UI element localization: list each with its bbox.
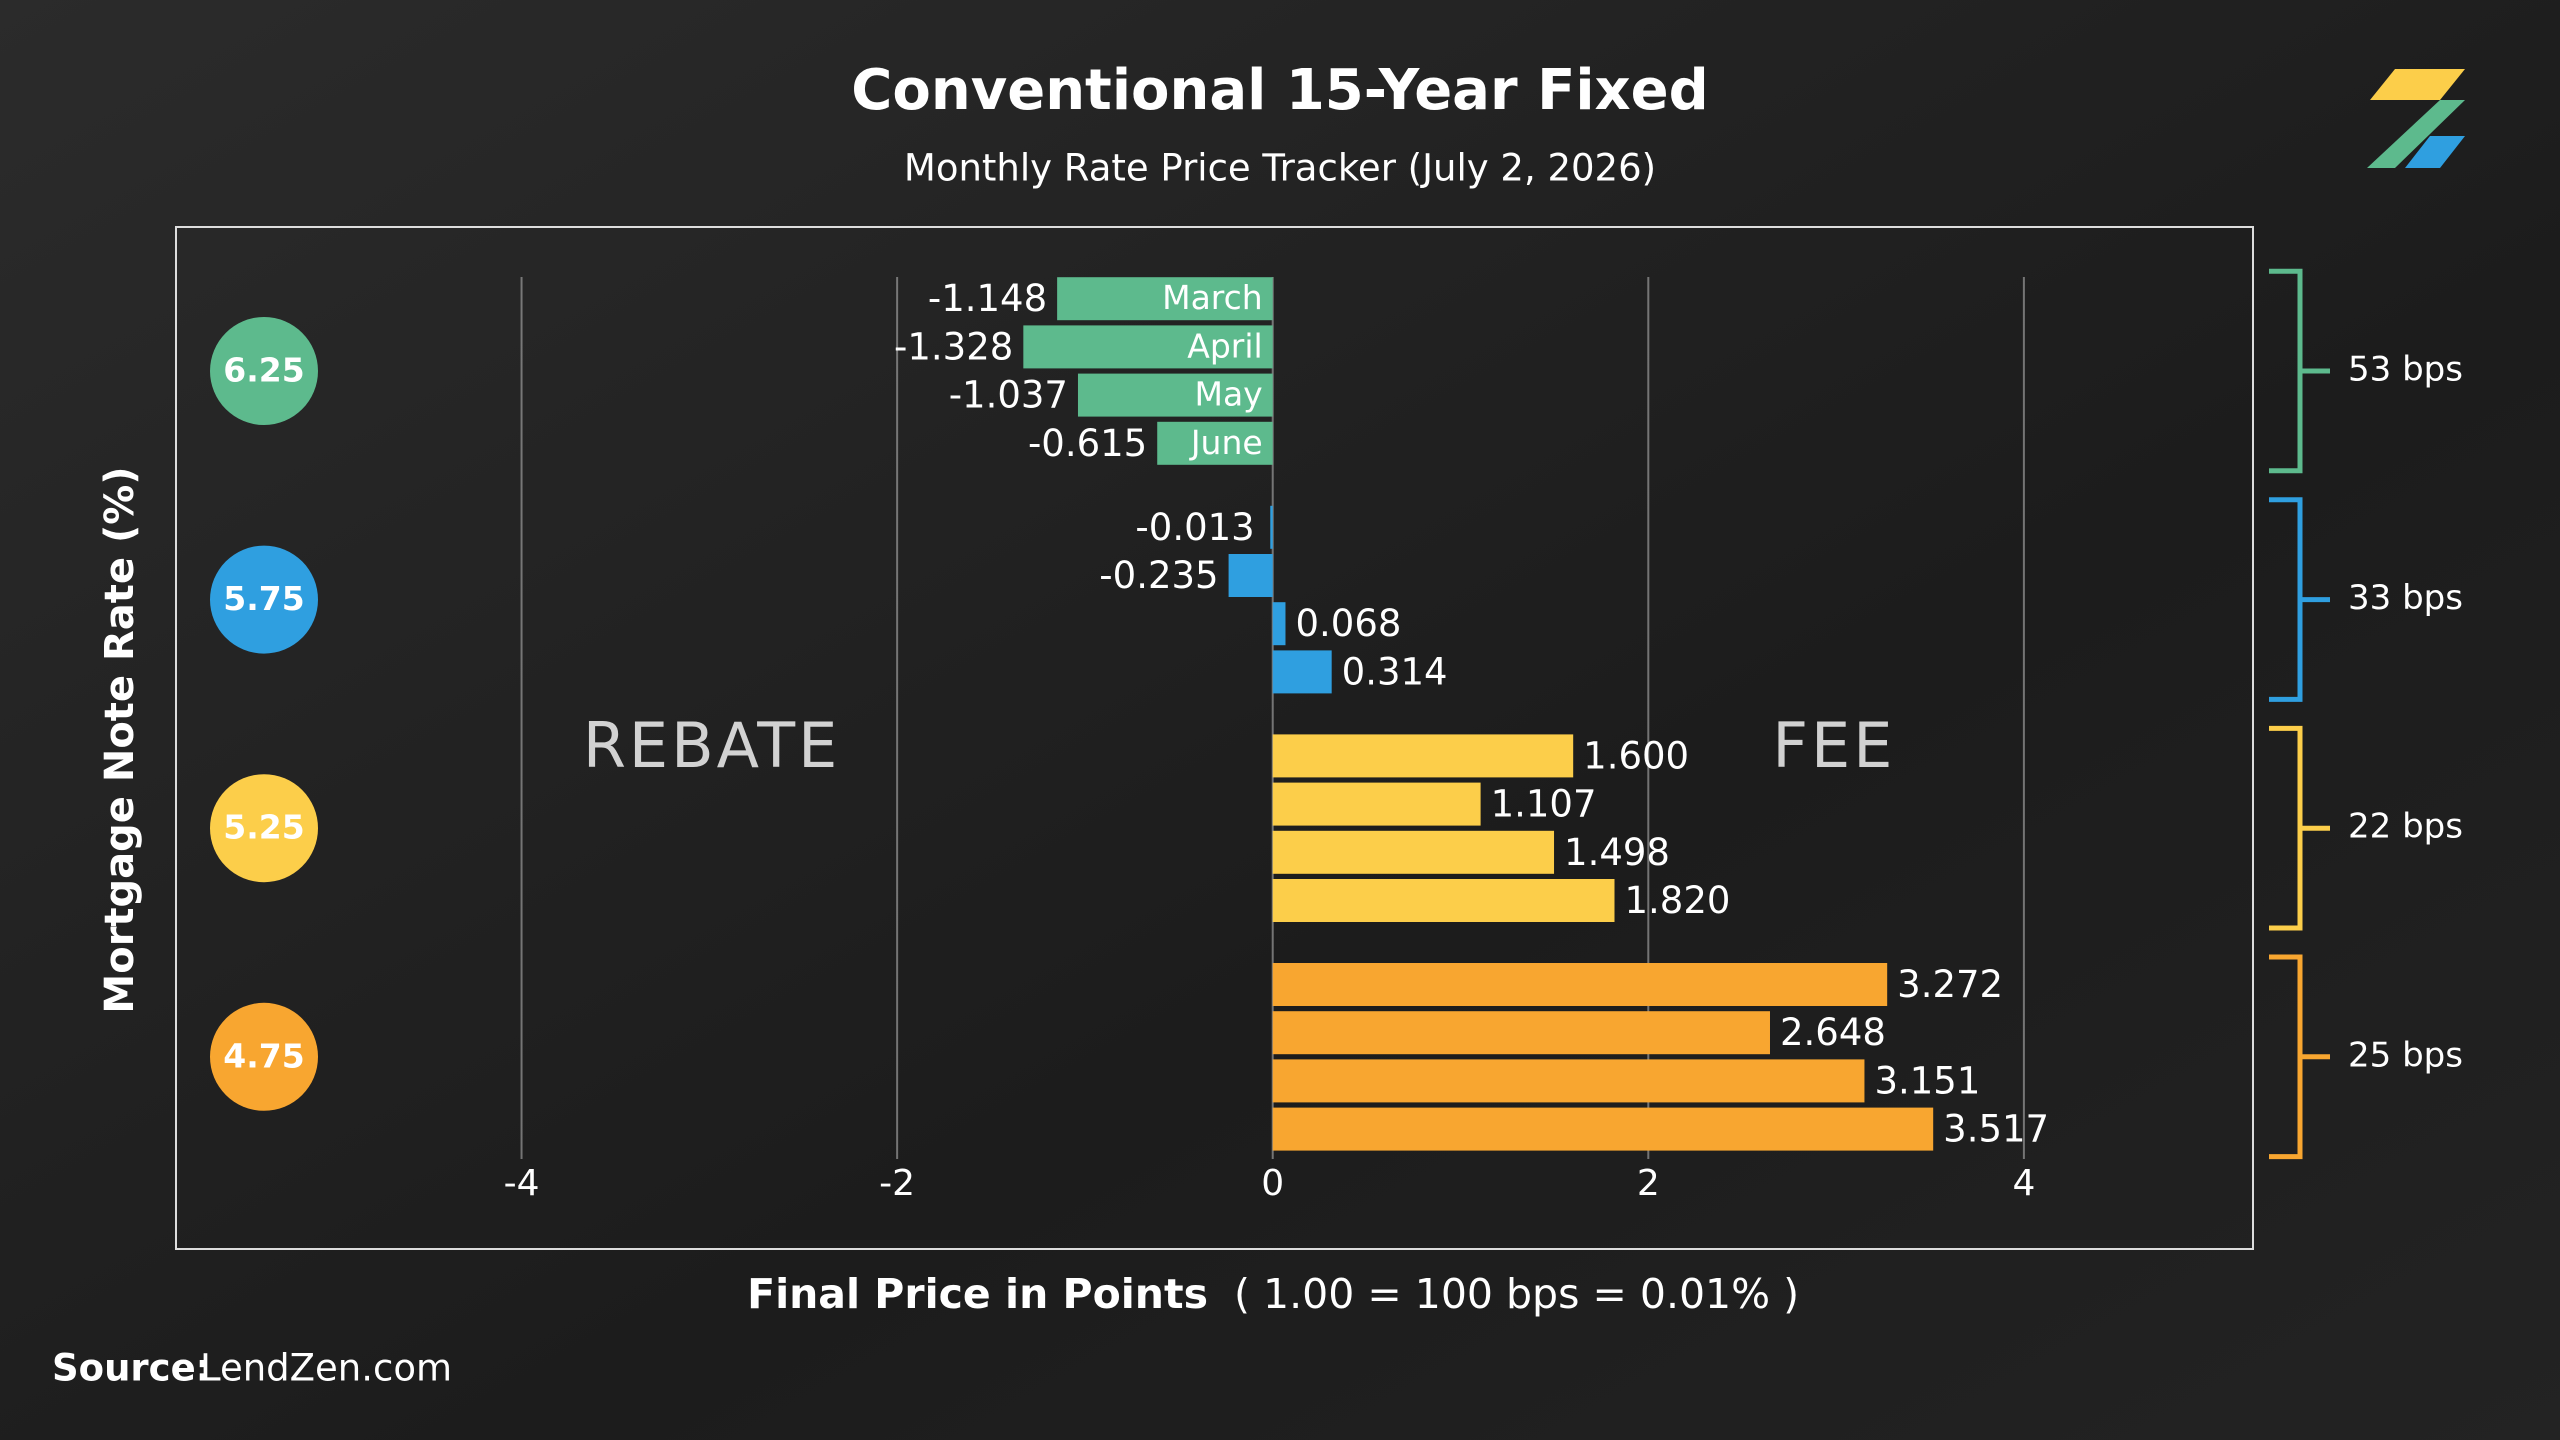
category-label: June xyxy=(1189,423,1263,462)
legend-marker xyxy=(210,317,318,425)
source-label: Source: xyxy=(52,1347,210,1390)
value-label: 3.151 xyxy=(1874,1059,1980,1102)
value-label: 2.648 xyxy=(1780,1011,1886,1054)
spread-bracket xyxy=(2269,268,2330,474)
bar xyxy=(1272,1107,1934,1151)
value-label: -1.328 xyxy=(894,325,1013,368)
legend-marker xyxy=(210,1002,318,1111)
category-label: March xyxy=(1162,278,1263,317)
logo-bottom xyxy=(2405,136,2465,168)
y-axis-label: Mortgage Note Rate (%) xyxy=(97,466,143,1013)
bar xyxy=(1272,963,1888,1006)
bar xyxy=(1272,602,1286,646)
logo-top xyxy=(2370,69,2465,100)
bar xyxy=(1272,830,1555,874)
value-label: 1.820 xyxy=(1625,879,1731,922)
value-label: -1.148 xyxy=(928,277,1047,320)
legend-marker xyxy=(210,774,318,883)
logo-middle xyxy=(2367,100,2465,168)
logo xyxy=(2367,69,2465,168)
bar xyxy=(1077,373,1273,417)
category-label: April xyxy=(1187,326,1262,365)
region-annotation: REBATE xyxy=(583,709,840,782)
region-annotation: FEE xyxy=(1772,709,1895,782)
spread-label: 53 bps xyxy=(2348,350,2463,390)
legend-label: 4.75 xyxy=(223,1036,304,1075)
bar xyxy=(1272,1011,1770,1055)
bar xyxy=(1272,650,1332,694)
chart-title: Conventional 15-Year Fixed xyxy=(851,58,1708,123)
value-label: -1.037 xyxy=(949,374,1068,417)
value-label: -0.615 xyxy=(1028,422,1147,465)
value-label: 1.498 xyxy=(1564,831,1670,874)
spread-bracket xyxy=(2269,725,2330,931)
category-label: May xyxy=(1194,375,1262,414)
bar xyxy=(1023,325,1273,369)
value-label: 0.314 xyxy=(1342,650,1448,693)
value-label: 3.272 xyxy=(1897,963,2003,1006)
value-label: 0.068 xyxy=(1295,602,1401,645)
spread-label: 33 bps xyxy=(2348,578,2463,618)
x-axis-label: Final Price in Points xyxy=(747,1270,1208,1318)
x-tick-label: -4 xyxy=(504,1163,540,1204)
bar xyxy=(1272,1059,1865,1103)
bar xyxy=(1228,554,1273,597)
bar xyxy=(1157,421,1273,465)
value-label: 3.517 xyxy=(1943,1108,2049,1151)
legend-label: 6.25 xyxy=(223,351,304,390)
source: LendZen.com xyxy=(200,1347,452,1390)
x-tick-label: -2 xyxy=(879,1163,915,1204)
bar xyxy=(1272,782,1481,826)
x-axis-note: ( 1.00 = 100 bps = 0.01% ) xyxy=(1234,1270,1799,1318)
legend-label: 5.75 xyxy=(223,579,304,618)
spread-bracket xyxy=(2269,497,2330,702)
value-label: 1.107 xyxy=(1491,783,1597,826)
x-tick-label: 0 xyxy=(1261,1163,1284,1204)
value-label: -0.235 xyxy=(1099,554,1218,597)
spread-label: 22 bps xyxy=(2348,807,2463,847)
value-label: -0.013 xyxy=(1135,506,1254,549)
x-tick-label: 2 xyxy=(1637,1163,1660,1204)
bar xyxy=(1057,277,1273,321)
legend-label: 5.25 xyxy=(223,808,304,847)
plot-frame xyxy=(175,226,2254,1250)
value-label: 1.600 xyxy=(1583,734,1689,777)
bar xyxy=(1272,879,1615,922)
spread-label: 25 bps xyxy=(2348,1035,2463,1075)
legend-marker xyxy=(210,545,318,654)
bar xyxy=(1270,505,1273,549)
spread-bracket xyxy=(2269,954,2330,1160)
bar xyxy=(1272,734,1574,778)
x-tick-label: 4 xyxy=(2012,1163,2035,1204)
chart-subtitle: Monthly Rate Price Tracker (July 2, 2026… xyxy=(904,147,1656,190)
